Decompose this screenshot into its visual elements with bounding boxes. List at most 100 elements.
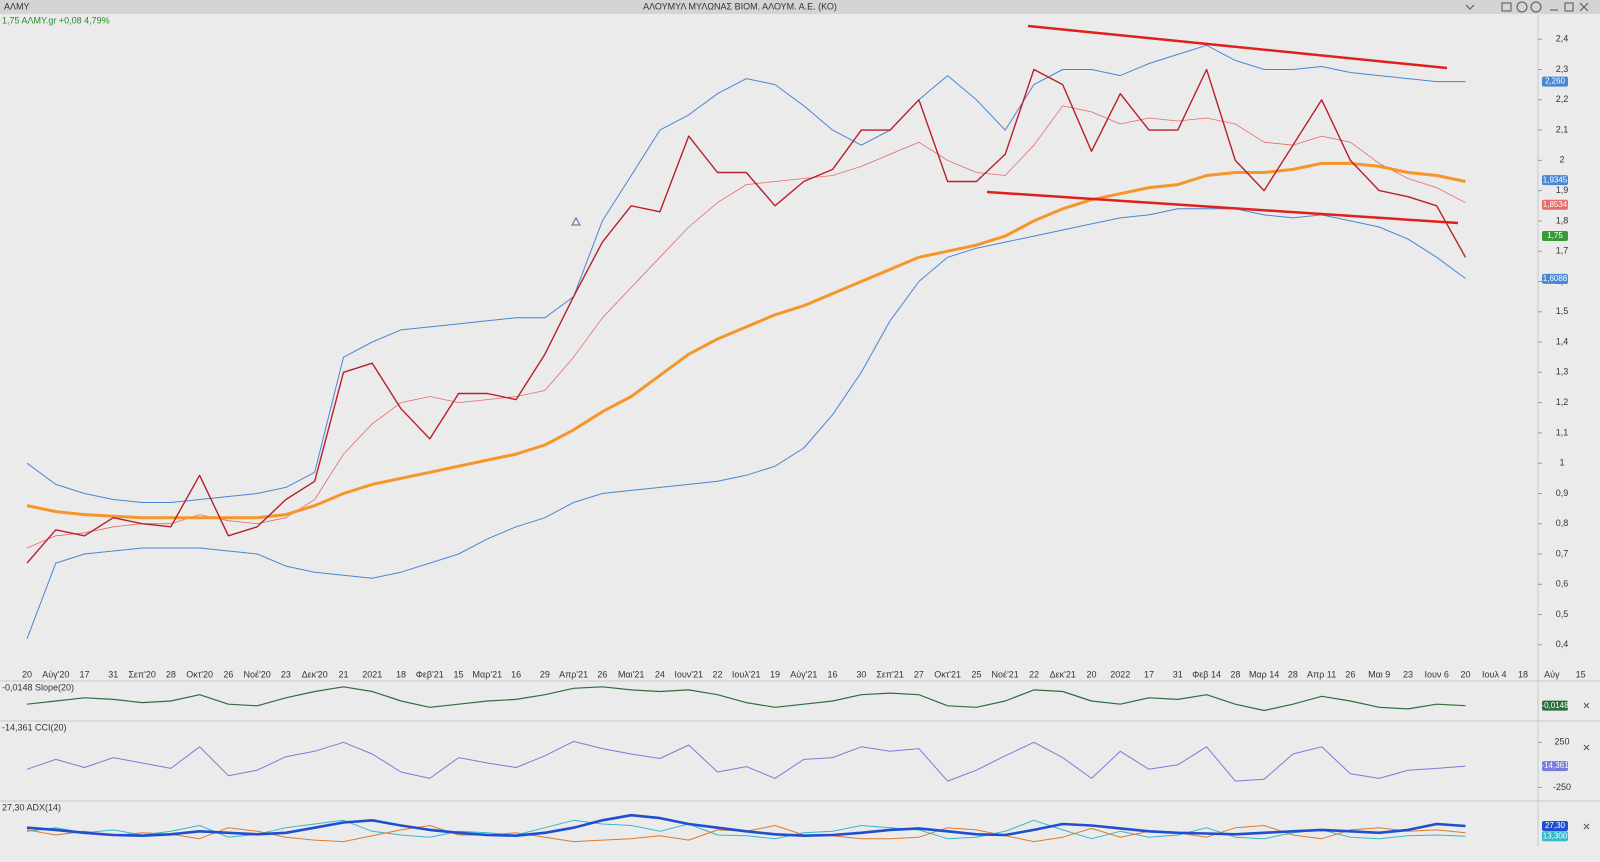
y-tick-label: 1 — [1559, 458, 1564, 468]
trend-line — [986, 190, 1459, 225]
window-title: ΑΛΟΥΜΥΛ ΜΥΛΩΝΑΣ ΒΙΟΜ. ΑΛΟΥΜ. Α.Ε. (ΚΟ) — [643, 1, 837, 11]
price-badge — [1542, 199, 1568, 210]
x-tick-label: 15 — [1576, 669, 1586, 679]
x-tick-label: 2022 — [1110, 669, 1130, 679]
x-tick-label: 19 — [770, 669, 780, 679]
window-controls[interactable] — [1465, 1, 1589, 13]
price-badge-label: 2,260 — [1545, 77, 1566, 86]
y-tick-label: 1,4 — [1556, 336, 1569, 346]
y-tick-label: 1,3 — [1556, 367, 1569, 377]
x-tick-label: 15 — [454, 669, 464, 679]
x-tick-label: 30 — [856, 669, 866, 679]
x-tick-label: Μαι 9 — [1368, 669, 1390, 679]
x-tick-label: Αύγ — [1544, 669, 1560, 679]
y-tick-label: 0,7 — [1556, 548, 1569, 558]
x-tick-label: Δεκ'21 — [1050, 669, 1076, 679]
x-tick-label: Απρ'21 — [559, 669, 588, 679]
x-tick-label: 28 — [1288, 669, 1298, 679]
price-badge-label: -0,0148 — [1541, 701, 1569, 710]
x-tick-label: 28 — [1230, 669, 1240, 679]
x-tick-label: Οκτ'21 — [934, 669, 961, 679]
x-tick-label: Ιουν 6 — [1425, 669, 1449, 679]
x-tick-label: 23 — [1403, 669, 1413, 679]
x-tick-label: Φεβ 14 — [1192, 669, 1221, 679]
y-tick-label: 2 — [1559, 155, 1564, 165]
price-badge — [1542, 820, 1568, 831]
price-badge-label: -14,361 — [1541, 761, 1569, 770]
x-tick-label: 26 — [1345, 669, 1355, 679]
x-tick-label: Αύγ'21 — [790, 669, 817, 679]
x-tick-label: Αύγ'20 — [42, 669, 69, 679]
series-line — [26, 686, 1466, 712]
series-line — [26, 105, 1466, 549]
x-tick-label: 17 — [80, 669, 90, 679]
series-line — [26, 208, 1466, 639]
dropdown[interactable] — [1465, 4, 1475, 10]
x-tick-label: 22 — [1029, 669, 1039, 679]
y-tick-label: 1,7 — [1556, 246, 1569, 256]
price-badge-label: 1,6088 — [1543, 274, 1568, 283]
x-tick-label: Νοέ'21 — [992, 669, 1019, 679]
price-badge — [1542, 231, 1568, 242]
x-tick-label: Ιουν'21 — [674, 669, 703, 679]
x-tick-label: 26 — [597, 669, 607, 679]
close[interactable] — [1583, 823, 1590, 830]
x-tick-label: 20 — [1460, 669, 1470, 679]
x-tick-label: Νοέ'20 — [244, 669, 271, 679]
x-tick-label: 16 — [828, 669, 838, 679]
x-tick-label: 26 — [223, 669, 233, 679]
x-tick-label: 17 — [1144, 669, 1154, 679]
y-tick-label: 0,9 — [1556, 488, 1569, 498]
x-tick-label: 16 — [511, 669, 521, 679]
y-tick-label: 1,8 — [1556, 215, 1569, 225]
panel-legend: 1,75 ΑΛΜΥ.gr +0,08 4,79% — [2, 15, 110, 25]
x-tick-label: Απρ 11 — [1307, 669, 1336, 679]
panel-legend: 27,30 ADX(14) — [2, 802, 61, 812]
price-badge-label: 13,300 — [1543, 831, 1568, 840]
price-badge-label: 27,30 — [1545, 821, 1566, 830]
x-tick-label: 20 — [1086, 669, 1096, 679]
title-bar — [0, 0, 1600, 14]
x-tick-label: Φεβ'21 — [416, 669, 444, 679]
panel-legend: -14,361 CCI(20) — [2, 722, 67, 732]
price-badge-label: 1,9345 — [1543, 175, 1568, 184]
y-tick-label: 1,5 — [1556, 306, 1569, 316]
series-line — [26, 813, 1466, 837]
signal-triangle — [571, 216, 581, 226]
y-tick-label: 1,1 — [1556, 427, 1569, 437]
maximize[interactable] — [1564, 2, 1574, 12]
y-tick-label: 250 — [1554, 737, 1569, 747]
series-line — [26, 740, 1466, 782]
close[interactable] — [1579, 2, 1589, 12]
close[interactable] — [1583, 702, 1590, 709]
y-tick-label: 1,2 — [1556, 397, 1569, 407]
series-line — [26, 44, 1466, 503]
x-tick-label: 25 — [971, 669, 981, 679]
price-badge — [1542, 700, 1568, 711]
y-tick-label: 0,6 — [1556, 579, 1569, 589]
x-tick-label: 21 — [338, 669, 348, 679]
close[interactable] — [1583, 744, 1590, 751]
btn[interactable] — [1501, 2, 1512, 12]
x-tick-label: 20 — [22, 669, 32, 679]
btn[interactable] — [1530, 1, 1542, 13]
x-tick-label: 22 — [712, 669, 722, 679]
x-tick-label: Μαι'21 — [618, 669, 644, 679]
x-tick-label: 29 — [540, 669, 550, 679]
x-tick-label: Σεπ'20 — [128, 669, 156, 679]
x-tick-label: Ιουλ 4 — [1482, 669, 1506, 679]
panel-legend: -0,0148 Slope(20) — [2, 682, 74, 692]
y-tick-label: 2,2 — [1556, 94, 1569, 104]
x-tick-label: 28 — [166, 669, 176, 679]
btn[interactable] — [1516, 1, 1528, 13]
y-tick-label: 0,5 — [1556, 609, 1569, 619]
panel-close-icons[interactable] — [1583, 702, 1590, 830]
x-tick-label: Μαρ 14 — [1249, 669, 1279, 679]
y-tick-label: 1,9 — [1556, 185, 1569, 195]
series-line — [26, 161, 1466, 520]
x-tick-label: 18 — [396, 669, 406, 679]
x-tick-label: 23 — [281, 669, 291, 679]
x-tick-label: 27 — [914, 669, 924, 679]
y-tick-label: 2,4 — [1556, 34, 1569, 44]
